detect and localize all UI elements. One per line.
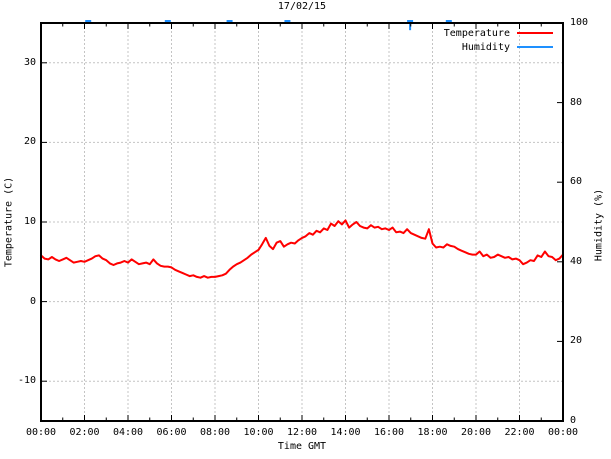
- x-tick-label: 20:00: [460, 427, 492, 438]
- x-tick-label: 12:00: [286, 427, 318, 438]
- y-right-tick-label: 20: [570, 335, 583, 347]
- x-tick-label: 16:00: [373, 427, 405, 438]
- y-left-tick-label: 0: [29, 295, 36, 307]
- chart-title: 17/02/15: [277, 1, 327, 12]
- y-left-tick-label: -10: [17, 375, 36, 387]
- y-left-tick-label: 20: [23, 136, 36, 148]
- legend-entry-temperature: Temperature: [444, 26, 553, 40]
- x-tick-label: 22:00: [504, 427, 535, 438]
- legend: Temperature Humidity: [444, 26, 553, 54]
- x-tick-label: 14:00: [330, 427, 361, 438]
- y-left-tick-label: 30: [23, 56, 36, 68]
- x-tick-label: 10:00: [243, 427, 274, 438]
- legend-label-temperature: Temperature: [443, 27, 510, 39]
- x-tick-label: 06:00: [156, 427, 187, 438]
- x-tick-label: 04:00: [112, 427, 144, 438]
- legend-line-sample-humidity: [517, 46, 553, 48]
- y-right-tick-label: 80: [570, 96, 583, 108]
- y-right-tick-label: 0: [570, 415, 577, 426]
- legend-entry-humidity: Humidity: [444, 40, 553, 54]
- x-axis-title: Time GMT: [277, 441, 327, 452]
- x-tick-label: 02:00: [69, 427, 100, 438]
- legend-line-sample-temperature: [517, 32, 553, 34]
- x-tick-label: 08:00: [199, 427, 231, 438]
- y-right-tick-label: 60: [570, 176, 583, 188]
- x-tick-label: 00:00: [25, 427, 57, 438]
- x-tick-label: 00:00: [547, 427, 579, 438]
- y-left-tick-label: 10: [23, 216, 36, 227]
- temperature-line: [40, 219, 564, 279]
- legend-label-humidity: Humidity: [461, 41, 510, 53]
- x-tick-label: 18:00: [417, 427, 448, 438]
- y-right-tick-label: 40: [570, 255, 583, 267]
- y-right-tick-label: 100: [570, 17, 589, 28]
